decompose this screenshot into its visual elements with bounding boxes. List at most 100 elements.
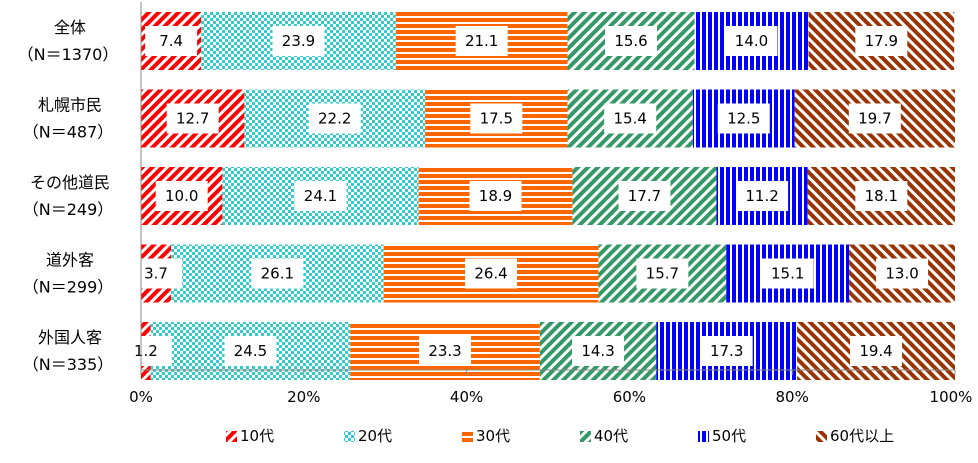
data-label: 21.1 xyxy=(455,26,508,56)
legend-item: 60代以上 xyxy=(816,427,894,445)
data-label-text: 21.1 xyxy=(465,32,498,50)
data-label-box xyxy=(855,26,908,56)
data-label: 22.2 xyxy=(308,103,361,134)
data-label-text: 17.5 xyxy=(480,110,513,128)
legend-label: 30代 xyxy=(476,427,510,445)
data-label-box xyxy=(308,103,361,134)
data-label: 26.1 xyxy=(251,258,304,289)
data-label-box xyxy=(272,26,325,56)
data-label-box xyxy=(761,258,814,289)
bar-row: 12.7 22.2 17.5 15.4 12.5 19.7 xyxy=(141,89,955,148)
bar-row: 3.7 26.1 26.4 15.7 15.1 13.0 xyxy=(130,244,955,303)
data-label-text: 23.9 xyxy=(282,32,315,50)
data-label: 13.0 xyxy=(876,258,929,289)
legend-swatch xyxy=(344,431,355,442)
data-label-text: 14.3 xyxy=(581,342,614,360)
legend-swatch xyxy=(698,431,709,442)
data-label: 17.7 xyxy=(618,181,671,211)
data-label-box xyxy=(224,336,277,366)
legend-label: 60代以上 xyxy=(830,427,894,445)
data-label-box xyxy=(130,258,183,289)
data-label-box xyxy=(469,181,522,211)
category-name: その他道民 xyxy=(30,173,110,192)
data-label-box xyxy=(470,103,523,134)
data-label: 10.0 xyxy=(155,181,208,211)
data-label: 23.9 xyxy=(272,26,325,56)
data-label-box xyxy=(605,26,658,56)
data-label: 17.3 xyxy=(700,336,753,366)
x-tick-label: 80% xyxy=(776,388,809,406)
legend-label: 20代 xyxy=(358,427,392,445)
data-label: 19.4 xyxy=(850,336,903,366)
data-label-box xyxy=(166,103,219,134)
data-label-box xyxy=(848,103,901,134)
data-label: 14.3 xyxy=(572,336,625,366)
legend-swatch xyxy=(462,431,473,442)
legend-label: 50代 xyxy=(712,427,746,445)
data-label-text: 23.3 xyxy=(428,342,461,360)
category-name: 道外客 xyxy=(46,251,94,270)
data-label-text: 19.7 xyxy=(858,110,891,128)
data-label-text: 15.1 xyxy=(771,265,804,283)
legend-swatch xyxy=(226,431,237,442)
bar-row: 10.0 24.1 18.9 17.7 11.2 18.1 xyxy=(141,167,955,225)
data-label-text: 11.2 xyxy=(745,187,778,205)
data-label-box xyxy=(294,181,347,211)
category-count: （N＝299） xyxy=(23,278,114,297)
data-label-box xyxy=(155,181,208,211)
data-label: 12.7 xyxy=(166,103,219,134)
data-label-box xyxy=(725,26,778,56)
data-label-text: 18.1 xyxy=(865,187,898,205)
x-axis: 0% 20% 40% 60% 80% 100% xyxy=(129,2,972,406)
data-label-box xyxy=(618,181,671,211)
legend: 10代 20代 30代 40代 50代 60代以上 xyxy=(226,427,894,445)
data-label-text: 1.2 xyxy=(134,342,158,360)
data-label: 19.7 xyxy=(848,103,901,134)
data-label-text: 26.4 xyxy=(474,265,507,283)
x-tick-label: 0% xyxy=(129,388,153,406)
data-label-box xyxy=(876,258,929,289)
data-label-text: 17.3 xyxy=(710,342,743,360)
data-label-text: 7.4 xyxy=(159,32,183,50)
data-label-box xyxy=(455,26,508,56)
data-label-box xyxy=(636,258,689,289)
category-count: （N＝249） xyxy=(23,200,114,219)
data-label-box xyxy=(717,103,770,134)
data-label: 1.2 xyxy=(119,336,172,366)
data-label-text: 24.1 xyxy=(304,187,337,205)
data-label-text: 15.6 xyxy=(614,32,647,50)
data-label: 17.5 xyxy=(470,103,523,134)
category-name: 外国人客 xyxy=(38,328,102,347)
data-label-text: 22.2 xyxy=(318,110,351,128)
data-label-box xyxy=(419,336,472,366)
data-label: 15.7 xyxy=(636,258,689,289)
data-label-box xyxy=(465,258,518,289)
data-label-box xyxy=(145,26,198,56)
data-label: 23.3 xyxy=(419,336,472,366)
x-tick-label: 20% xyxy=(287,388,320,406)
category-count: （N＝335） xyxy=(23,355,114,374)
data-label-box xyxy=(700,336,753,366)
data-label-text: 14.0 xyxy=(735,32,768,50)
data-label-text: 17.7 xyxy=(628,187,661,205)
data-label-text: 15.7 xyxy=(646,265,679,283)
data-label: 7.4 xyxy=(145,26,198,56)
data-label-box xyxy=(251,258,304,289)
data-label-text: 17.9 xyxy=(865,32,898,50)
data-label-text: 12.7 xyxy=(176,110,209,128)
legend-item: 20代 xyxy=(344,427,392,445)
category-name: 全体 xyxy=(54,18,86,37)
data-label: 24.5 xyxy=(224,336,277,366)
x-tick-label: 60% xyxy=(613,388,646,406)
legend-item: 50代 xyxy=(698,427,746,445)
data-label-box xyxy=(736,181,789,211)
bar-row: 7.4 23.9 21.1 15.6 14.0 17.9 xyxy=(141,12,955,70)
data-label-box xyxy=(572,336,625,366)
data-label-text: 12.5 xyxy=(727,110,760,128)
data-label-box xyxy=(119,336,172,366)
bars-layer: 7.4 23.9 21.1 15.6 14.0 17.912.7 22.2 17.5 15.4 1… xyxy=(119,12,955,380)
data-label-text: 24.5 xyxy=(234,342,267,360)
legend-label: 10代 xyxy=(240,427,274,445)
data-label: 24.1 xyxy=(294,181,347,211)
